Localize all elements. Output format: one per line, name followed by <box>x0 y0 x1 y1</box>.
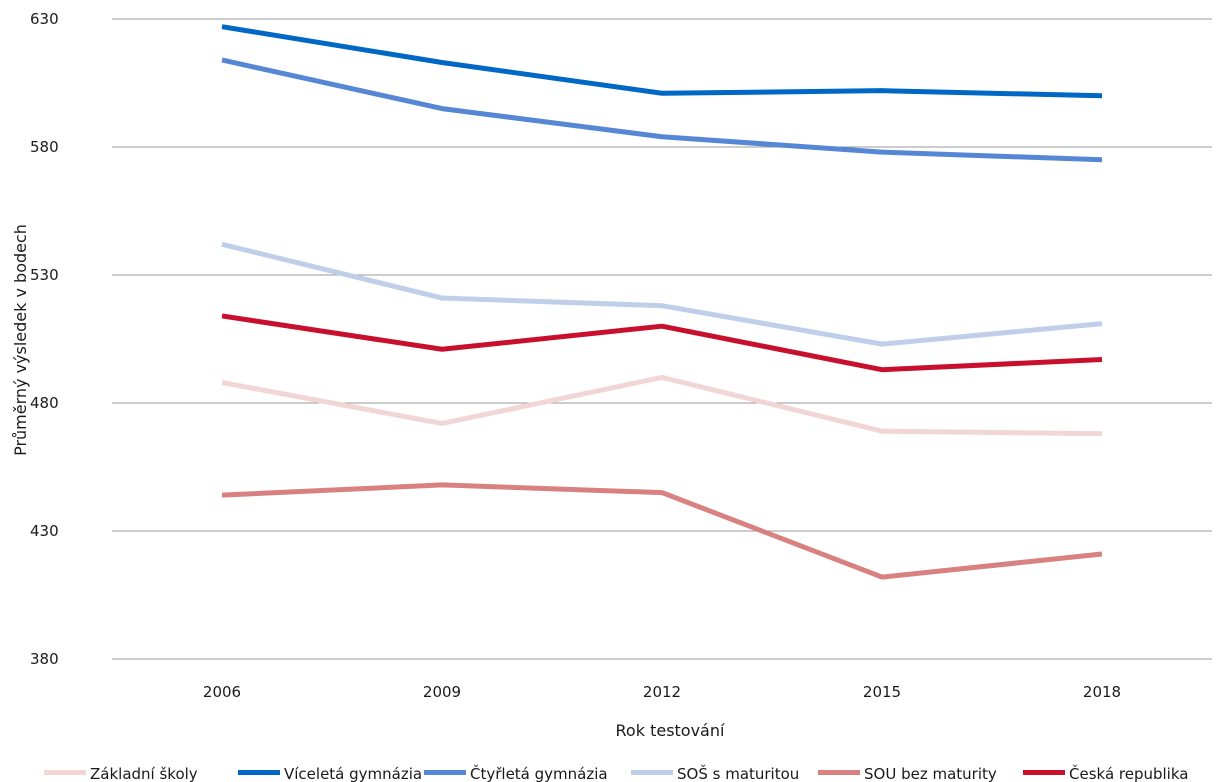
series-line <box>221 374 1103 437</box>
legend-swatch <box>631 770 673 775</box>
series-lines <box>221 24 1103 580</box>
y-tick-label: 530 <box>30 266 59 284</box>
x-tick-label: 2018 <box>1083 683 1121 701</box>
legend: Základní školy Víceletá gymnázia Čtyřletá … <box>44 764 1188 782</box>
legend-label: SOŠ s maturitou <box>677 764 799 782</box>
legend-label: Česká republika <box>1069 764 1188 782</box>
legend-label: Základní školy <box>90 765 198 782</box>
x-tick-label: 2009 <box>423 683 461 701</box>
legend-swatch <box>44 770 86 775</box>
series-line <box>221 241 1103 347</box>
x-tick-label: 2015 <box>863 683 901 701</box>
y-tick-label: 630 <box>30 10 59 28</box>
legend-swatch <box>424 770 466 775</box>
x-axis-ticks: 2006 2009 2012 2015 2018 <box>203 683 1121 701</box>
series-line <box>221 313 1103 373</box>
y-axis-ticks: 380 430 480 530 580 630 <box>30 10 59 668</box>
y-tick-label: 380 <box>30 650 59 668</box>
x-axis-title: Rok testování <box>616 721 725 740</box>
series-line <box>221 482 1103 580</box>
series-line <box>221 57 1103 163</box>
gridlines <box>112 18 1212 660</box>
x-tick-label: 2006 <box>203 683 241 701</box>
legend-label: SOU bez maturity <box>864 765 997 782</box>
legend-label: Víceletá gymnázia <box>284 765 422 782</box>
y-axis-title: Průměrný výsledek v bodech <box>11 224 30 456</box>
legend-label: Čtyřletá gymnázia <box>470 764 608 782</box>
y-tick-label: 480 <box>30 394 59 412</box>
legend-swatch <box>1023 770 1065 775</box>
series-line <box>221 24 1103 99</box>
x-tick-label: 2012 <box>643 683 681 701</box>
legend-swatch <box>238 770 280 775</box>
legend-swatch <box>818 770 860 775</box>
y-tick-label: 430 <box>30 522 59 540</box>
y-tick-label: 580 <box>30 138 59 156</box>
